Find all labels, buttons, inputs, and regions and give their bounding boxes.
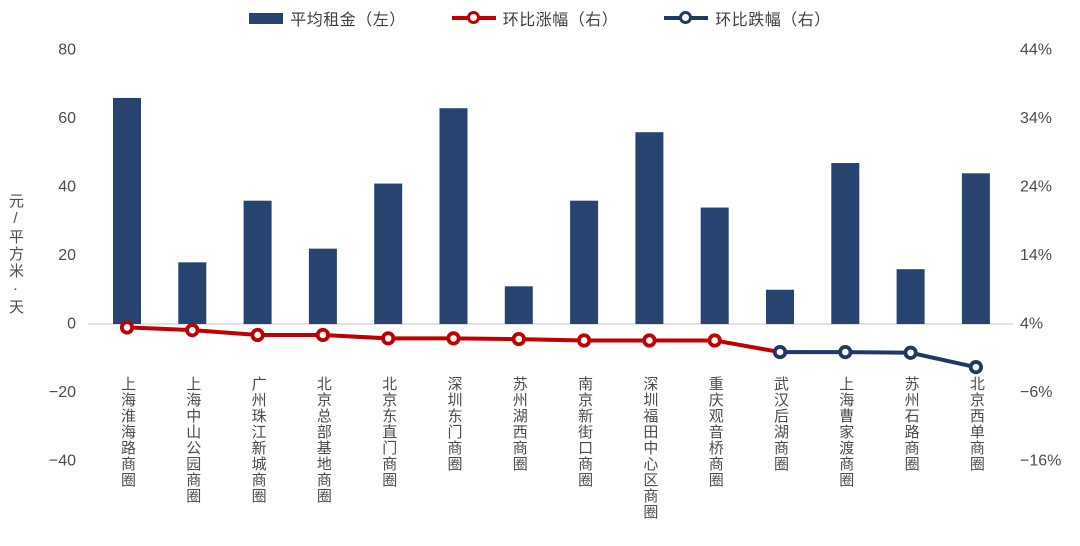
legend-label-mom-increase: 环比涨幅（右） bbox=[502, 12, 619, 29]
bar-swatch-icon bbox=[249, 12, 284, 24]
line-marker-icon bbox=[838, 344, 853, 360]
line-series-1 bbox=[780, 350, 977, 370]
line-marker-icon bbox=[903, 345, 918, 360]
left-axis-tick: 80 bbox=[58, 42, 76, 59]
line-marker-icon bbox=[185, 323, 200, 338]
bar-9 bbox=[700, 207, 729, 324]
left-axis-tick: −20 bbox=[49, 384, 76, 401]
x-axis-label-8: 深圳福田中心区商圈 bbox=[641, 376, 659, 520]
bar-3 bbox=[308, 248, 337, 324]
legend-item-mom-decrease: 环比跌幅（右） bbox=[664, 6, 831, 30]
x-axis-label-1: 上海中山公园商圈 bbox=[184, 376, 202, 504]
x-axis-label-5: 深圳东门商圈 bbox=[445, 376, 463, 472]
x-axis-label-6: 苏州湖西商圈 bbox=[510, 376, 528, 472]
line-marker-icon bbox=[707, 333, 722, 348]
right-axis-tick: 24% bbox=[1020, 179, 1052, 196]
right-axis-tick: 34% bbox=[1020, 110, 1052, 127]
bar-12 bbox=[896, 269, 925, 324]
red-ring-icon bbox=[466, 11, 480, 24]
left-axis-title: 元/平方米·天 bbox=[7, 193, 24, 316]
x-axis-label-2: 广州珠江新城商圈 bbox=[249, 376, 267, 504]
bar-6 bbox=[504, 286, 533, 324]
bar-1 bbox=[178, 262, 207, 324]
bar-10 bbox=[766, 289, 794, 324]
legend-label-average-rent: 平均租金（左） bbox=[290, 12, 406, 29]
right-axis-tick: 14% bbox=[1020, 247, 1052, 264]
x-axis-label-10: 武汉后湖商圈 bbox=[772, 376, 789, 472]
legend-item-mom-increase: 环比涨幅（右） bbox=[451, 6, 619, 30]
x-axis-label-0: 上海淮海路商圈 bbox=[119, 376, 136, 488]
legend-item-average-rent: 平均租金（左） bbox=[249, 6, 406, 30]
line-marker-icon bbox=[250, 327, 265, 343]
x-axis-label-12: 苏州石路商圈 bbox=[902, 376, 920, 472]
x-axis-label-7: 南京新街口商圈 bbox=[576, 376, 594, 488]
right-axis-tick: −16% bbox=[1020, 453, 1061, 470]
chart-legend: 平均租金（左） 环比涨幅（右） 环比跌幅（右） bbox=[0, 6, 1080, 30]
bar-4 bbox=[374, 183, 403, 324]
bar-0 bbox=[113, 97, 141, 324]
x-axis-label-3: 北京总部基地商圈 bbox=[314, 376, 332, 504]
blue-line-marker-icon bbox=[664, 11, 709, 24]
left-axis-tick: 40 bbox=[58, 179, 76, 196]
bar-5 bbox=[439, 108, 468, 324]
line-marker-icon bbox=[315, 327, 330, 343]
right-axis-tick: 4% bbox=[1020, 316, 1043, 333]
bar-7 bbox=[570, 200, 599, 324]
x-axis-label-13: 北京西单商圈 bbox=[967, 376, 985, 472]
red-line-marker-icon bbox=[451, 11, 496, 24]
line-marker-icon bbox=[511, 331, 526, 347]
x-axis-label-4: 北京东直门商圈 bbox=[380, 376, 398, 488]
blue-ring-icon bbox=[679, 11, 693, 24]
left-axis-tick: 60 bbox=[58, 110, 76, 127]
bar-11 bbox=[831, 163, 860, 324]
line-marker-icon bbox=[772, 344, 788, 360]
left-axis-tick: 0 bbox=[67, 316, 76, 333]
line-marker-icon bbox=[968, 360, 984, 375]
x-axis-label-11: 上海曹家渡商圈 bbox=[837, 376, 855, 488]
line-marker-icon bbox=[119, 320, 135, 335]
line-marker-icon bbox=[446, 331, 461, 346]
bar-2 bbox=[243, 200, 272, 324]
line-marker-icon bbox=[642, 333, 657, 348]
x-axis-label-9: 重庆观音桥商圈 bbox=[706, 376, 724, 488]
legend-label-mom-decrease: 环比跌幅（右） bbox=[715, 12, 831, 29]
bar-8 bbox=[635, 132, 664, 324]
left-axis-tick: −40 bbox=[49, 453, 76, 470]
left-axis-tick: 20 bbox=[58, 247, 76, 264]
line-marker-icon bbox=[381, 331, 396, 346]
right-axis-tick: 44% bbox=[1020, 42, 1052, 59]
bar-13 bbox=[961, 173, 990, 324]
right-axis-tick: −6% bbox=[1020, 384, 1052, 401]
line-marker-icon bbox=[576, 333, 592, 348]
